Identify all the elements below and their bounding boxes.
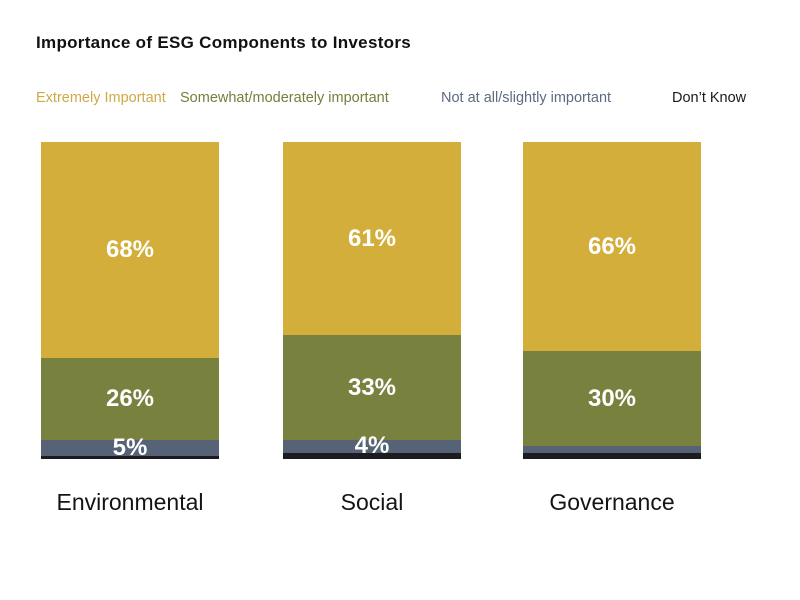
- bar-segment: 61%: [283, 142, 461, 336]
- stacked-bar-social: 61% 33% 4%: [283, 142, 461, 459]
- segment-value-label: 26%: [105, 384, 155, 412]
- bar-segment: 68%: [41, 142, 219, 358]
- bar-segment: 5%: [41, 435, 219, 459]
- category-label: Social: [340, 489, 404, 515]
- stacked-bar-environmental: 68% 26% 5%: [41, 142, 219, 459]
- bar-segment: [41, 455, 219, 459]
- legend-item-dont-know: Don’t Know: [672, 90, 747, 106]
- category-label: Governance: [549, 489, 675, 515]
- category-label: Environmental: [56, 489, 204, 515]
- bar-segment: [523, 452, 701, 459]
- segment-value-label: 33%: [347, 373, 397, 401]
- bar-segment: 4%: [283, 434, 461, 458]
- bar-segment: [283, 452, 461, 459]
- bar-segment: 26%: [41, 357, 219, 440]
- segment-value-label: 68%: [105, 235, 155, 263]
- chart-title: Importance of ESG Components to Investor…: [36, 33, 412, 52]
- legend-item-somewhat-moderately-important: Somewhat/moderately important: [180, 90, 389, 106]
- segment-value-label: 61%: [347, 224, 397, 252]
- bar-segment: 30%: [523, 351, 701, 447]
- legend-item-extremely-important: Extremely Important: [36, 90, 166, 106]
- legend-item-not-at-all-slightly-important: Not at all/slightly important: [441, 90, 612, 106]
- bar-segment: 33%: [283, 335, 461, 440]
- bar-segment: 66%: [523, 142, 701, 352]
- segment-value-label: 30%: [587, 384, 637, 412]
- bar-segment: [523, 446, 701, 453]
- segment-value-label: 66%: [587, 232, 637, 260]
- stacked-bar-governance: 66% 30%: [523, 142, 701, 459]
